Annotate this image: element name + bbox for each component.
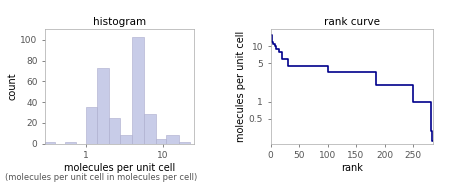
- Bar: [45, 142, 55, 144]
- X-axis label: molecules per unit cell: molecules per unit cell: [64, 163, 175, 173]
- Bar: [109, 118, 120, 144]
- Bar: [120, 135, 132, 144]
- Title: rank curve: rank curve: [324, 17, 380, 27]
- Title: histogram: histogram: [93, 17, 146, 27]
- Y-axis label: molecules per unit cell: molecules per unit cell: [236, 31, 246, 142]
- Y-axis label: count: count: [7, 73, 18, 100]
- Text: (molecules per unit cell in molecules per cell): (molecules per unit cell in molecules pe…: [5, 173, 197, 182]
- Bar: [143, 114, 156, 144]
- X-axis label: rank: rank: [341, 163, 363, 173]
- Bar: [166, 135, 179, 144]
- Bar: [179, 142, 189, 144]
- Bar: [132, 37, 143, 144]
- Bar: [65, 142, 76, 144]
- Bar: [97, 68, 109, 144]
- Bar: [156, 139, 166, 144]
- Bar: [86, 107, 97, 144]
